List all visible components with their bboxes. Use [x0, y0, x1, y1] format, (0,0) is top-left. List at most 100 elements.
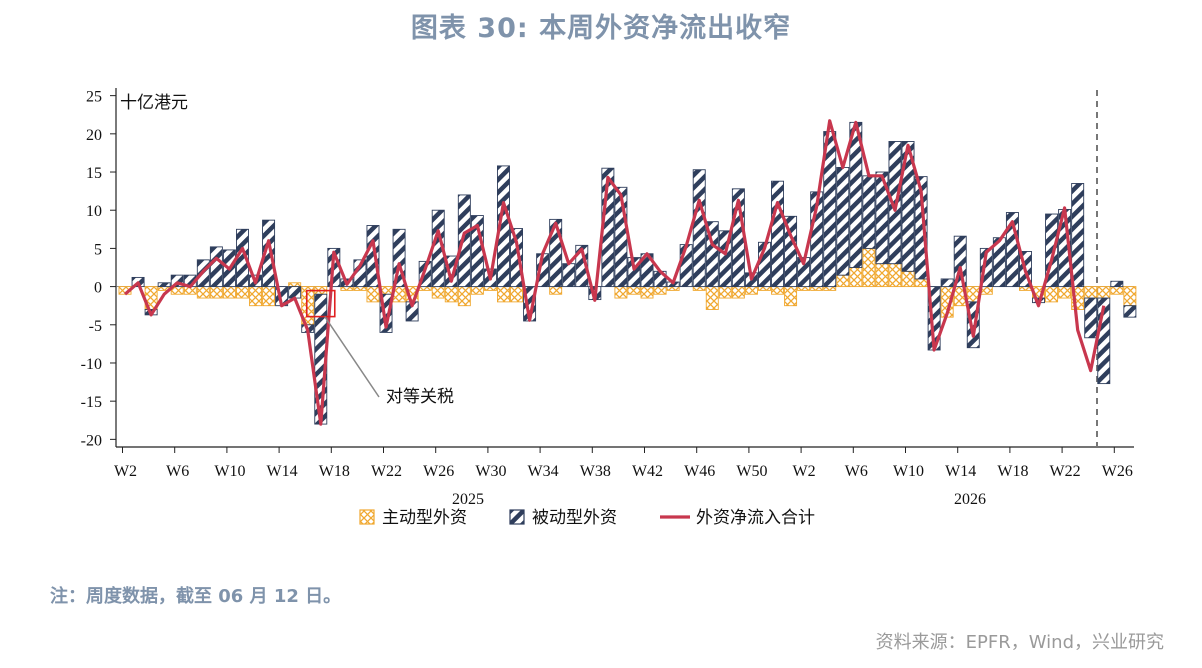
y-tick-label: -5 [89, 318, 102, 335]
passive-bar [1071, 183, 1085, 288]
active-bar [614, 286, 628, 299]
x-tick-label: W46 [684, 463, 715, 480]
active-bar [431, 286, 445, 299]
active-bar [483, 286, 497, 291]
active-bar [366, 286, 380, 303]
active-bar [875, 263, 889, 288]
year-label: 2025 [452, 491, 484, 508]
x-tick-label: W38 [580, 463, 611, 480]
active-bar [510, 286, 524, 303]
x-tick-label: W10 [214, 463, 245, 480]
annotation-box [305, 289, 336, 318]
y-tick-label: 10 [86, 203, 102, 220]
passive-bar [288, 286, 302, 299]
active-bar [340, 286, 354, 291]
active-bar [705, 286, 719, 310]
x-tick-label: W26 [423, 463, 454, 480]
passive-bar [914, 176, 928, 280]
active-bar [470, 286, 484, 295]
footnote: 注：周度数据，截至 06 月 12 日。 [50, 586, 342, 607]
active-bar [497, 286, 510, 303]
active-bar [758, 286, 771, 291]
legend-label-total: 外资净流入合计 [696, 508, 815, 528]
passive-bar [901, 141, 915, 272]
active-bar [692, 286, 706, 291]
active-bar [718, 286, 732, 299]
passive-bar [1123, 305, 1137, 318]
active-bar [914, 278, 928, 288]
active-bar [262, 286, 276, 307]
x-tick-label: W50 [736, 463, 767, 480]
y-tick-label: 20 [86, 127, 102, 144]
passive-bar [170, 274, 184, 288]
active-bar [901, 270, 915, 288]
active-bar [810, 286, 824, 291]
active-bar [823, 286, 837, 291]
y-unit-label: 十亿港元 [120, 93, 188, 113]
x-tick-label: W14 [267, 463, 298, 480]
passive-bar [875, 171, 889, 265]
active-bar [1097, 286, 1111, 299]
chart-legend: 主动型外资 被动型外资 外资净流入合计 [359, 508, 815, 528]
legend-label-passive: 被动型外资 [532, 508, 617, 528]
x-tick-label: W10 [893, 463, 924, 480]
active-bar [797, 286, 811, 291]
x-tick-label: W26 [1102, 463, 1133, 480]
x-tick-label: W18 [997, 463, 1028, 480]
passive-bar [457, 194, 471, 288]
x-tick-label: W14 [945, 463, 976, 480]
x-tick-label: W22 [371, 463, 402, 480]
y-tick-label: 15 [86, 165, 102, 182]
passive-foreign-bars [131, 121, 1137, 425]
active-bar [653, 286, 667, 295]
active-bar [196, 286, 210, 299]
active-bar [209, 286, 223, 299]
net-inflow-line [123, 119, 1106, 426]
annotation-group: 对等关税 [305, 289, 454, 407]
passive-bar [836, 166, 850, 276]
active-bar [744, 286, 758, 295]
passive-bar [771, 180, 785, 288]
active-bar [666, 286, 680, 291]
x-tick-label: W18 [319, 463, 350, 480]
annotation-leader [324, 316, 380, 398]
active-bar [836, 274, 850, 288]
legend-swatch-active [359, 509, 375, 525]
active-bar [418, 286, 432, 291]
x-tick-label: W2 [793, 463, 816, 480]
x-tick-label: W22 [1050, 463, 1081, 480]
passive-bar [940, 278, 954, 288]
figure-title: 图表 30: 本周外资净流出收窄 [410, 13, 792, 44]
x-tick-label: W6 [166, 463, 189, 480]
active-bar [249, 286, 263, 307]
active-bar [862, 247, 876, 288]
active-bar [784, 286, 798, 307]
passive-bar [992, 237, 1006, 288]
y-tick-label: 25 [86, 89, 102, 106]
passive-bar [157, 282, 171, 288]
passive-bar [497, 165, 510, 288]
active-bar [457, 286, 471, 307]
y-tick-label: -10 [81, 356, 102, 373]
active-bar [771, 286, 785, 295]
x-tick-label: W42 [632, 463, 663, 480]
active-bar [549, 286, 563, 295]
passive-bar [562, 263, 576, 288]
active-bar [444, 286, 458, 303]
y-tick-label: 0 [94, 280, 102, 297]
active-bar [640, 286, 654, 299]
x-tick-label: W34 [528, 463, 559, 480]
y-tick-label: -20 [81, 432, 102, 449]
active-bar [1058, 286, 1072, 299]
active-bar [222, 286, 236, 299]
active-bar [353, 286, 367, 291]
x-tick-label: W30 [475, 463, 506, 480]
active-bar [888, 263, 902, 288]
passive-bar [1110, 280, 1124, 288]
active-bar [1123, 286, 1137, 307]
passive-bar [510, 228, 524, 288]
y-tick-label: -15 [81, 394, 102, 411]
passive-bar [862, 175, 876, 249]
legend-label-active: 主动型外资 [382, 508, 467, 528]
